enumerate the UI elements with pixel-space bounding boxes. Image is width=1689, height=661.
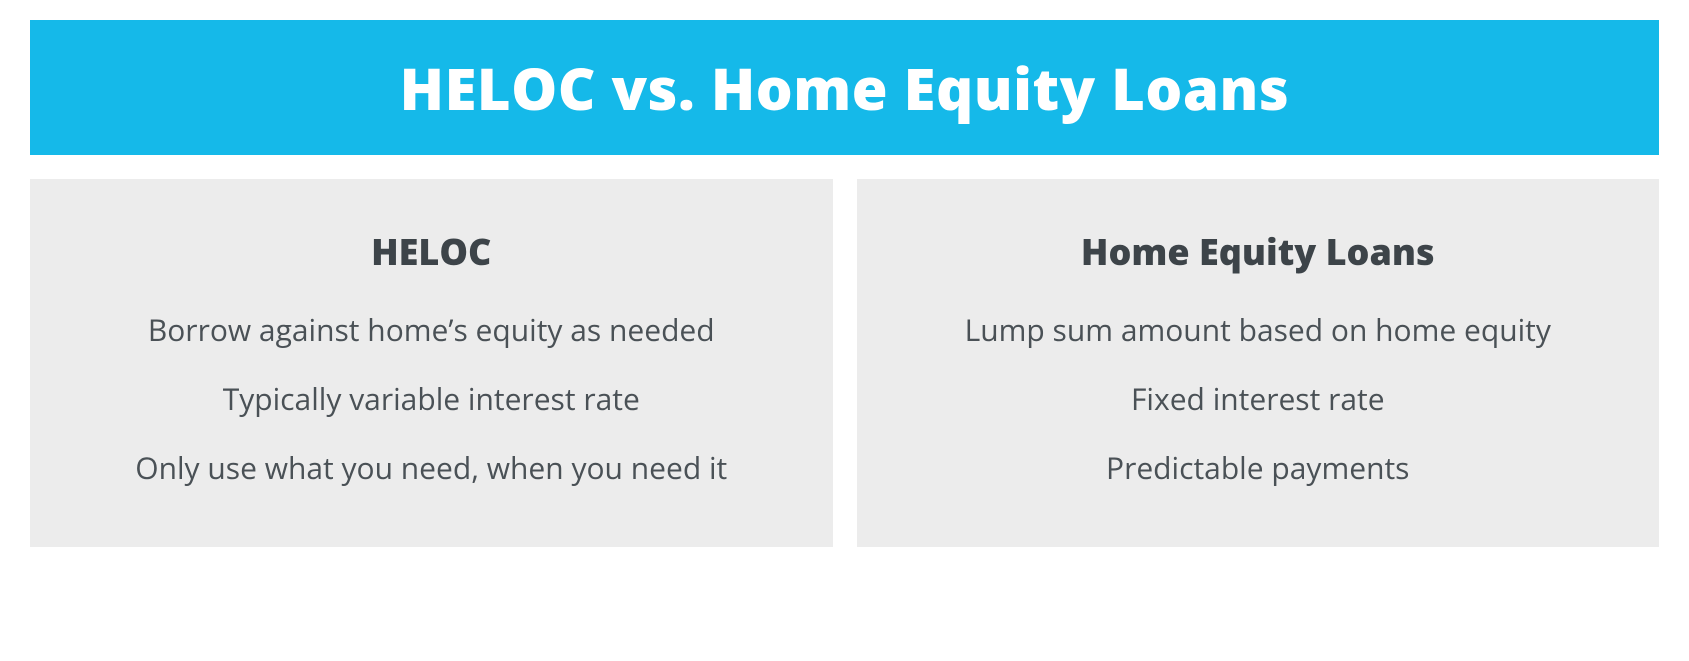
title-bar: HELOC vs. Home Equity Loans xyxy=(30,20,1659,155)
panel-home-equity-loans: Home Equity Loans Lump sum amount based … xyxy=(857,179,1660,547)
panel-point: Lump sum amount based on home equity xyxy=(887,310,1630,349)
panel-heading: Home Equity Loans xyxy=(887,227,1630,276)
panel-point: Borrow against home’s equity as needed xyxy=(60,310,803,349)
comparison-panels: HELOC Borrow against home’s equity as ne… xyxy=(30,179,1659,547)
panel-heading: HELOC xyxy=(60,227,803,276)
panel-heloc: HELOC Borrow against home’s equity as ne… xyxy=(30,179,833,547)
panel-point: Fixed interest rate xyxy=(887,379,1630,418)
panel-point: Only use what you need, when you need it xyxy=(60,448,803,487)
panel-point: Predictable payments xyxy=(887,448,1630,487)
page-title: HELOC vs. Home Equity Loans xyxy=(40,48,1649,127)
panel-point: Typically variable interest rate xyxy=(60,379,803,418)
